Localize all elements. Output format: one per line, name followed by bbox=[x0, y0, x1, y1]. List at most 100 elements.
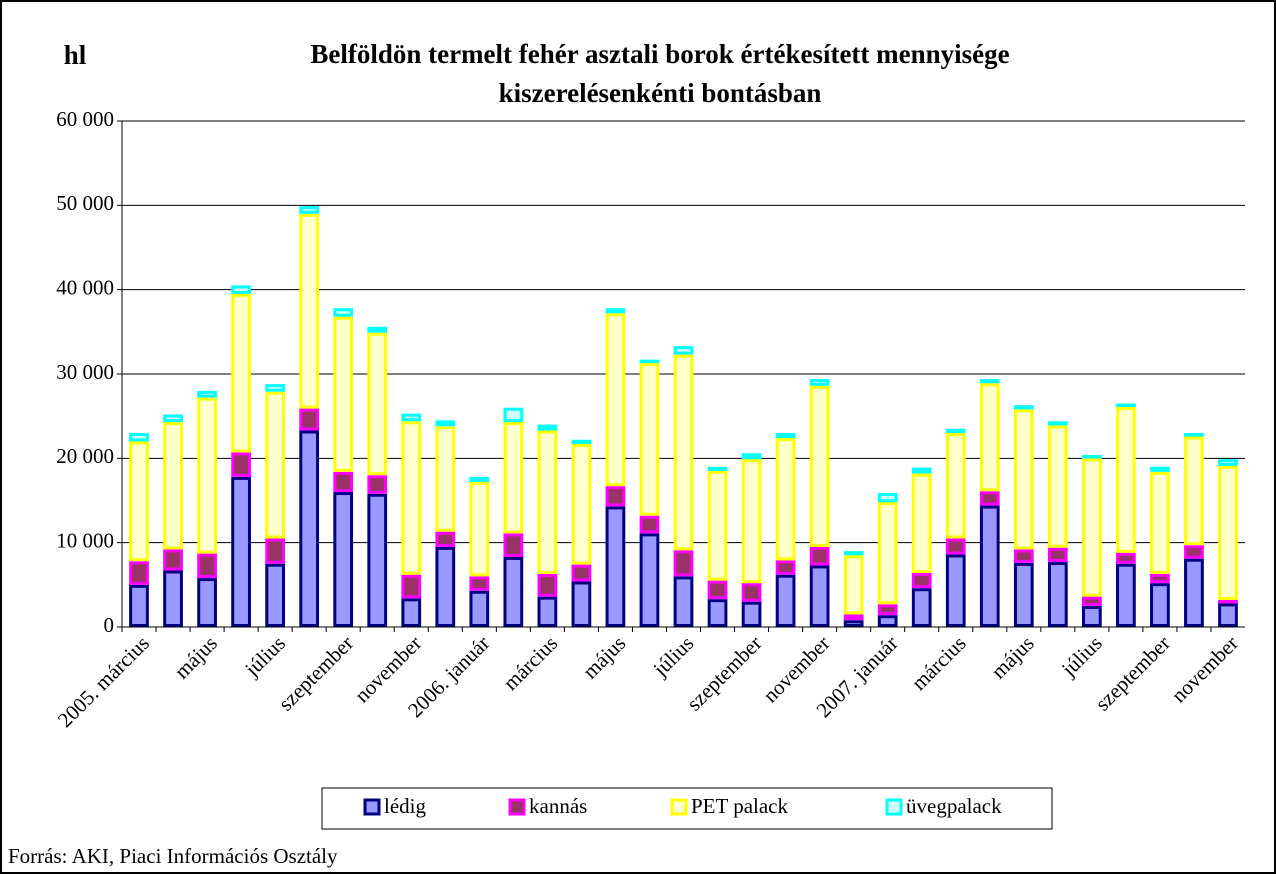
bar-segment bbox=[469, 481, 490, 577]
bar-segment bbox=[1116, 406, 1136, 553]
y-axis-label: hl bbox=[64, 40, 87, 70]
bar-segment bbox=[741, 459, 762, 584]
bar-segment bbox=[333, 308, 354, 317]
bar-segment bbox=[877, 492, 898, 503]
bar-segment bbox=[435, 426, 456, 532]
bar-segment bbox=[401, 574, 422, 599]
bar-segment bbox=[571, 443, 592, 565]
bar-segment bbox=[197, 390, 217, 398]
bar-segment bbox=[469, 476, 490, 482]
legend-label: PET palack bbox=[691, 794, 789, 818]
bar-segment bbox=[1184, 558, 1204, 627]
bar-segment bbox=[1047, 425, 1068, 548]
bar-segment bbox=[741, 453, 762, 460]
y-tick-label: 60 000 bbox=[56, 107, 114, 131]
bar-segment bbox=[1081, 458, 1102, 597]
bar-segment bbox=[503, 422, 524, 534]
bar-segment bbox=[1116, 403, 1136, 408]
bar-segment bbox=[673, 576, 694, 628]
bar-segment bbox=[605, 313, 626, 487]
bar-segment bbox=[673, 346, 694, 355]
bar-segment bbox=[299, 213, 320, 409]
bar-segment bbox=[809, 546, 830, 566]
bar-segment bbox=[673, 354, 694, 551]
bar-segment bbox=[1047, 562, 1068, 628]
bar-segment bbox=[1013, 549, 1034, 563]
bar-segment bbox=[265, 538, 286, 564]
bar-segment bbox=[163, 414, 183, 423]
bar-segment bbox=[129, 584, 149, 627]
bar-segment bbox=[1184, 433, 1204, 437]
bar-segment bbox=[367, 326, 388, 333]
bar-segment bbox=[1081, 596, 1102, 606]
legend-label: kannás bbox=[529, 794, 587, 818]
bar-segment bbox=[571, 581, 592, 628]
bar-segment bbox=[1081, 605, 1102, 628]
bar-segment bbox=[571, 564, 592, 582]
bar-segment bbox=[809, 379, 830, 386]
bar-segment bbox=[1184, 545, 1204, 559]
bar-segment bbox=[1116, 552, 1136, 564]
bar-segment bbox=[197, 553, 217, 579]
bar-segment bbox=[911, 473, 932, 574]
y-tick-label: 20 000 bbox=[56, 444, 114, 468]
bar-segment bbox=[605, 506, 626, 627]
bar-segment bbox=[945, 428, 966, 434]
bar-segment bbox=[265, 391, 286, 539]
bar-segment bbox=[639, 515, 660, 534]
bar-segment bbox=[639, 359, 660, 364]
legend-label: üvegpalack bbox=[906, 794, 1002, 818]
bar-segment bbox=[299, 430, 320, 627]
bar-segment bbox=[775, 438, 796, 561]
bar-segment bbox=[775, 574, 796, 627]
bar-segment bbox=[945, 554, 966, 627]
bar-segment bbox=[265, 563, 286, 627]
bar-segment bbox=[1150, 466, 1170, 472]
bar-segment bbox=[503, 533, 524, 558]
bar-segment bbox=[367, 332, 388, 476]
bar-segment bbox=[605, 486, 626, 507]
chart-title: Belföldön termelt fehér asztali borok ér… bbox=[310, 39, 1009, 69]
bar-segment bbox=[1184, 436, 1204, 546]
legend-swatch bbox=[670, 798, 688, 816]
bar-segment bbox=[129, 441, 149, 562]
bar-segment bbox=[877, 615, 898, 628]
bar-segment bbox=[231, 476, 251, 627]
bar-segment bbox=[333, 492, 354, 628]
bar-segment bbox=[707, 470, 728, 581]
y-tick-label: 0 bbox=[104, 613, 115, 637]
bar-segment bbox=[435, 546, 456, 628]
source-note: Forrás: AKI, Piaci Információs Osztály bbox=[8, 844, 338, 868]
bar-segment bbox=[163, 422, 183, 550]
bar-segment bbox=[945, 433, 966, 539]
bar-segment bbox=[979, 491, 1000, 506]
bar-segment bbox=[1116, 563, 1136, 627]
bar-segment bbox=[741, 583, 762, 602]
bar-segment bbox=[809, 565, 830, 627]
bar-segment bbox=[1150, 573, 1170, 584]
bar-segment bbox=[571, 439, 592, 444]
bar-segment bbox=[1150, 471, 1170, 574]
bar-segment bbox=[979, 383, 1000, 492]
bar-segment bbox=[401, 421, 422, 575]
bar-segment bbox=[401, 413, 422, 422]
y-tick-label: 50 000 bbox=[56, 191, 114, 215]
bar-segment bbox=[333, 316, 354, 472]
legend-swatch bbox=[363, 798, 381, 816]
bar-segment bbox=[367, 493, 388, 627]
bar-segment bbox=[299, 408, 320, 431]
bar-segment bbox=[1013, 562, 1034, 628]
bar-segment bbox=[979, 505, 1000, 627]
bar-segment bbox=[299, 206, 320, 214]
bar-segment bbox=[1218, 603, 1238, 627]
bar-segment bbox=[231, 452, 251, 477]
bar-segment bbox=[1013, 409, 1034, 550]
y-tick-label: 40 000 bbox=[56, 275, 114, 299]
bar-segment bbox=[1047, 421, 1068, 426]
legend-swatch bbox=[508, 798, 526, 816]
bar-segment bbox=[469, 576, 490, 591]
bar-segment bbox=[231, 293, 251, 453]
bar-segment bbox=[333, 471, 354, 493]
chart-title: kiszerelésenkénti bontásban bbox=[499, 78, 822, 108]
